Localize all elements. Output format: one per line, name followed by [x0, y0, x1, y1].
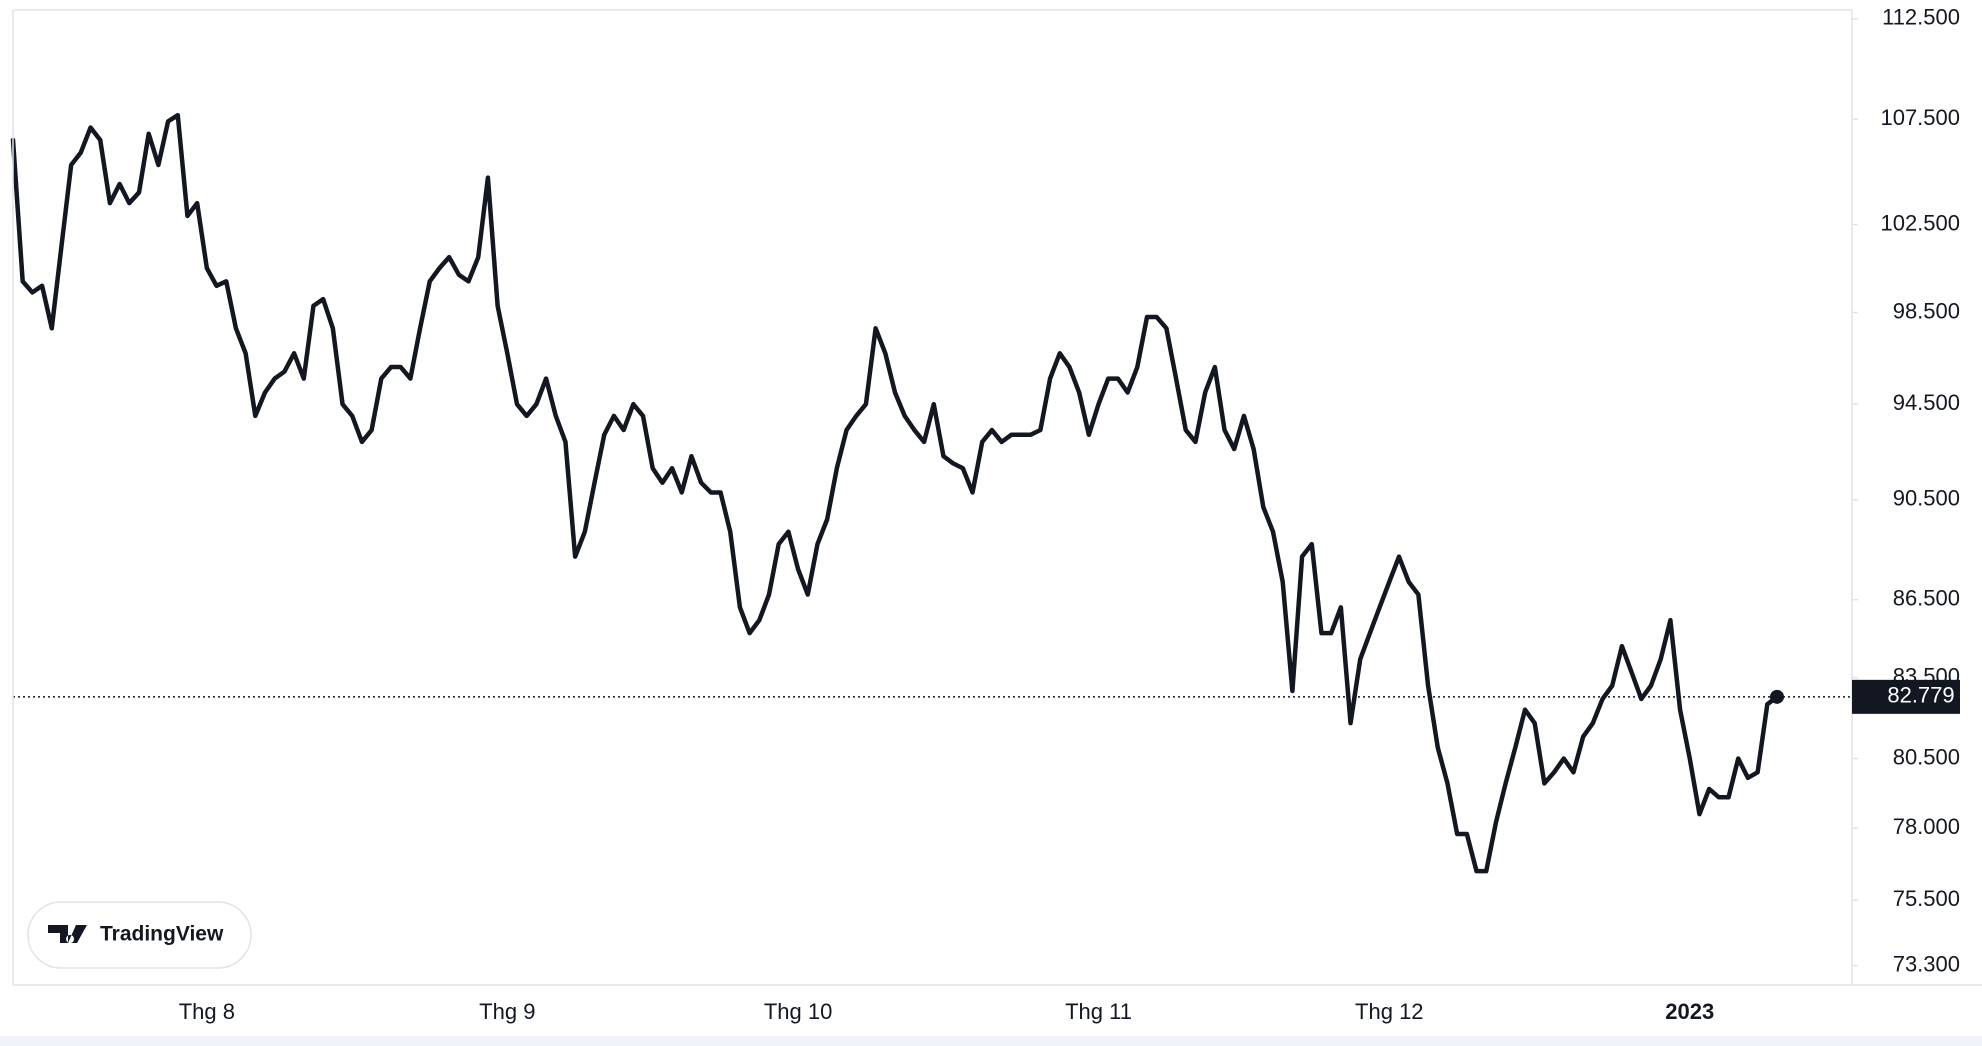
y-tick-label: 102.500 — [1880, 210, 1960, 235]
y-tick-label: 78.000 — [1893, 814, 1960, 839]
y-tick-label: 90.500 — [1893, 486, 1960, 511]
watermark-text: TradingView — [100, 923, 224, 946]
y-tick-label: 112.500 — [1882, 5, 1960, 30]
last-price-label: 82.779 — [1887, 683, 1954, 708]
y-tick-label: 98.500 — [1893, 298, 1960, 323]
x-tick-label: Thg 11 — [1065, 999, 1132, 1024]
x-tick-label: Thg 10 — [764, 999, 833, 1024]
watermark-logo — [48, 925, 87, 943]
x-tick-label: Thg 12 — [1355, 999, 1424, 1024]
y-tick-label: 75.500 — [1893, 886, 1960, 911]
y-tick-label: 73.300 — [1893, 951, 1960, 976]
last-price-badge — [1852, 679, 1960, 714]
plot-area — [10, 112, 1852, 874]
y-tick-label: 107.500 — [1880, 105, 1960, 130]
last-point — [1770, 689, 1784, 704]
x-tick-label: Thg 8 — [179, 999, 235, 1024]
y-tick-label: 80.500 — [1893, 744, 1960, 769]
y-tick-label: 94.500 — [1893, 390, 1960, 415]
y-tick-label: 86.500 — [1893, 585, 1960, 610]
x-tick-label: Thg 9 — [479, 999, 535, 1024]
price-line — [10, 112, 1780, 874]
x-tick-label: 2023 — [1665, 999, 1714, 1024]
watermark: TradingView — [27, 901, 252, 969]
watermark-badge — [27, 901, 252, 969]
bottom-strip — [0, 1036, 1982, 1046]
